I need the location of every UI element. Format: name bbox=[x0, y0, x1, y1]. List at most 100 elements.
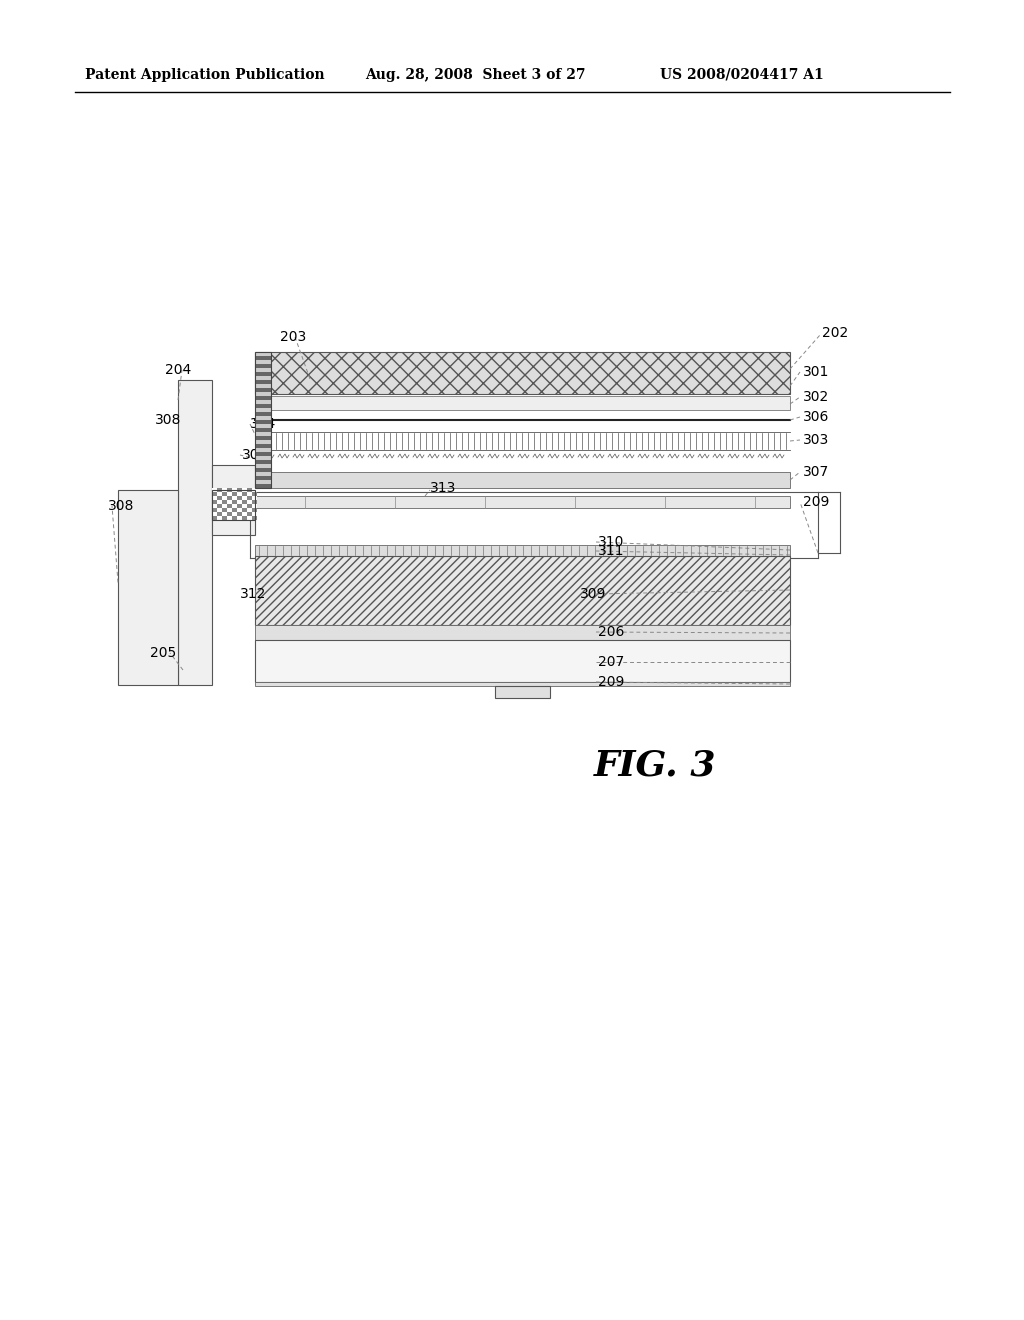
Text: 209: 209 bbox=[803, 495, 829, 510]
Bar bbox=[178, 380, 212, 685]
Bar bbox=[242, 492, 247, 496]
Bar bbox=[217, 488, 222, 492]
Bar bbox=[217, 516, 222, 520]
Text: 312: 312 bbox=[240, 587, 266, 601]
Bar bbox=[212, 496, 217, 500]
Bar bbox=[255, 416, 271, 420]
Bar bbox=[247, 500, 252, 504]
Bar bbox=[247, 492, 252, 496]
Bar bbox=[247, 512, 252, 516]
Bar bbox=[255, 368, 271, 372]
Text: 209: 209 bbox=[598, 675, 625, 689]
Bar bbox=[237, 508, 242, 512]
Text: 308: 308 bbox=[155, 413, 181, 426]
Bar bbox=[237, 504, 242, 508]
Bar bbox=[227, 516, 232, 520]
Bar bbox=[237, 516, 242, 520]
Bar bbox=[247, 508, 252, 512]
Bar bbox=[212, 512, 217, 516]
Bar bbox=[212, 504, 217, 508]
Bar bbox=[247, 504, 252, 508]
Bar bbox=[222, 500, 227, 504]
Bar bbox=[247, 496, 252, 500]
Bar bbox=[227, 500, 232, 504]
Bar bbox=[212, 465, 255, 535]
Bar bbox=[232, 516, 237, 520]
Bar bbox=[255, 451, 271, 455]
Bar bbox=[222, 496, 227, 500]
Text: 309: 309 bbox=[580, 587, 606, 601]
Bar bbox=[227, 492, 232, 496]
Bar bbox=[232, 512, 237, 516]
Bar bbox=[222, 512, 227, 516]
Text: 306: 306 bbox=[803, 411, 829, 424]
Bar bbox=[255, 640, 790, 682]
Bar bbox=[255, 408, 271, 412]
Bar bbox=[237, 496, 242, 500]
Bar bbox=[217, 512, 222, 516]
Bar bbox=[227, 512, 232, 516]
Text: 302: 302 bbox=[803, 389, 829, 404]
Bar bbox=[222, 488, 227, 492]
Bar bbox=[255, 469, 271, 473]
Bar bbox=[255, 384, 271, 388]
Bar bbox=[237, 512, 242, 516]
Bar bbox=[255, 412, 271, 416]
Bar bbox=[255, 473, 790, 488]
Bar bbox=[255, 360, 271, 364]
Bar bbox=[227, 488, 232, 492]
Bar bbox=[255, 465, 271, 469]
Text: 206: 206 bbox=[598, 624, 625, 639]
Bar bbox=[217, 508, 222, 512]
Bar bbox=[255, 624, 790, 640]
Bar bbox=[222, 516, 227, 520]
Bar bbox=[212, 490, 255, 520]
Text: 313: 313 bbox=[430, 480, 457, 495]
Bar bbox=[255, 455, 271, 459]
Bar bbox=[242, 516, 247, 520]
Bar bbox=[252, 512, 257, 516]
Bar bbox=[255, 356, 271, 360]
Bar bbox=[212, 492, 217, 496]
Text: 307: 307 bbox=[803, 465, 829, 479]
Bar bbox=[495, 686, 550, 698]
Bar bbox=[255, 545, 790, 556]
Bar bbox=[212, 488, 217, 492]
Bar bbox=[252, 500, 257, 504]
Bar bbox=[255, 392, 271, 396]
Bar bbox=[212, 500, 217, 504]
Bar bbox=[252, 504, 257, 508]
Bar bbox=[242, 508, 247, 512]
Bar bbox=[255, 396, 271, 400]
Bar bbox=[255, 424, 271, 428]
Bar bbox=[255, 432, 271, 436]
Text: Aug. 28, 2008  Sheet 3 of 27: Aug. 28, 2008 Sheet 3 of 27 bbox=[365, 69, 586, 82]
Bar bbox=[212, 508, 217, 512]
Bar bbox=[252, 508, 257, 512]
Bar bbox=[255, 556, 790, 624]
Bar bbox=[232, 488, 237, 492]
Bar bbox=[247, 516, 252, 520]
Bar bbox=[255, 352, 271, 488]
Bar bbox=[237, 500, 242, 504]
Bar bbox=[222, 504, 227, 508]
Bar bbox=[252, 496, 257, 500]
Bar bbox=[217, 500, 222, 504]
Bar bbox=[255, 428, 271, 432]
Bar bbox=[255, 396, 790, 411]
Bar bbox=[255, 380, 271, 384]
Text: 304: 304 bbox=[250, 417, 276, 432]
Bar bbox=[118, 490, 178, 685]
Bar bbox=[242, 512, 247, 516]
Bar bbox=[252, 516, 257, 520]
Text: 205: 205 bbox=[150, 645, 176, 660]
Bar bbox=[255, 440, 271, 444]
Bar bbox=[227, 504, 232, 508]
Bar bbox=[255, 484, 271, 488]
Text: 303: 303 bbox=[803, 433, 829, 447]
Text: 301: 301 bbox=[803, 366, 829, 379]
Bar bbox=[242, 500, 247, 504]
Bar bbox=[247, 488, 252, 492]
Bar bbox=[255, 372, 271, 376]
Bar bbox=[227, 496, 232, 500]
